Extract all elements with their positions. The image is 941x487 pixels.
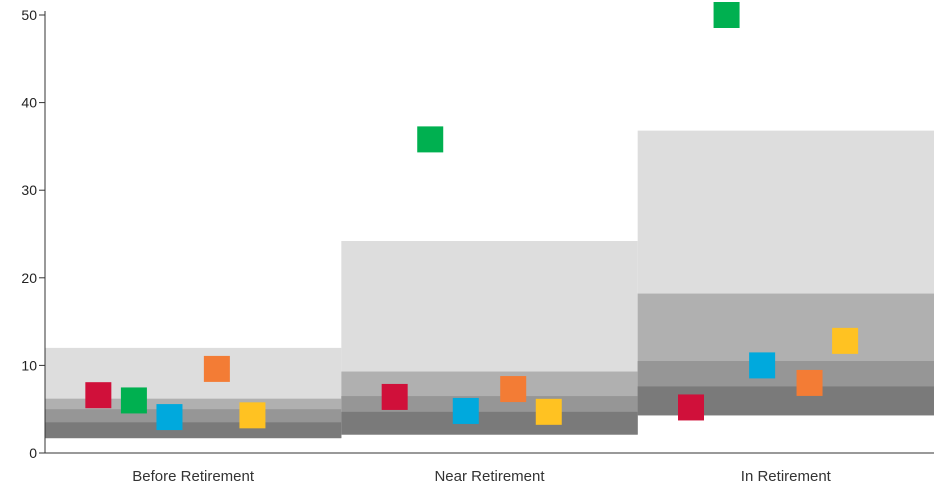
data-point (85, 382, 112, 409)
data-point (713, 2, 740, 28)
band-1-cat-1 (341, 411, 638, 435)
data-point (156, 404, 183, 431)
category-label: In Retirement (741, 468, 832, 485)
y-tick-label: 40 (21, 95, 37, 111)
bands-layer (45, 130, 934, 439)
data-point (239, 402, 266, 429)
y-tick-label: 30 (21, 182, 37, 198)
y-tick-label: 0 (29, 445, 37, 461)
category-labels: Before Retirement Near Retirement In Retir… (132, 468, 831, 485)
y-tick-label: 50 (21, 7, 37, 23)
category-label: Before Retirement (132, 468, 255, 485)
data-point (678, 394, 705, 421)
data-point (417, 126, 444, 153)
y-axis: 0 10 20 30 40 50 (21, 7, 934, 461)
data-point (381, 383, 408, 410)
data-point (796, 369, 823, 396)
data-point (749, 352, 776, 379)
data-point (535, 398, 562, 425)
category-label: Near Retirement (434, 468, 545, 485)
data-point (120, 387, 147, 414)
data-point (500, 376, 527, 403)
band-1-cat-0 (45, 422, 342, 439)
points-layer (85, 2, 859, 431)
data-point (832, 327, 859, 354)
data-point (203, 355, 230, 382)
y-tick-label: 10 (21, 357, 37, 373)
data-point (452, 397, 479, 424)
y-tick-label: 20 (21, 270, 37, 286)
